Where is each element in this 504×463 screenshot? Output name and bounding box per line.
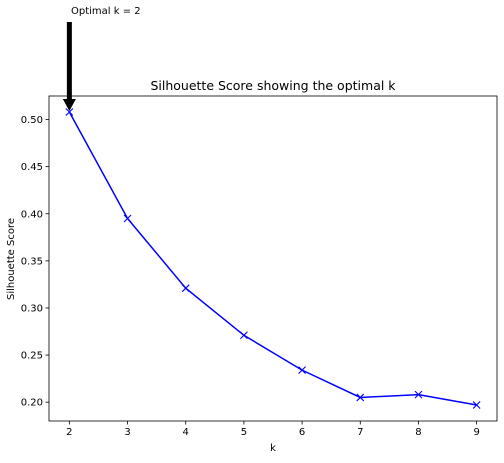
data-point-marker [240,331,248,340]
series-line [68,111,477,406]
data-point-marker [181,284,190,293]
annotation-arrow-head [62,99,76,112]
data-point-marker [65,108,74,116]
data-point-marker [472,401,481,409]
data-point-marker [356,393,365,402]
annotation-text: Optimal k = 2 [71,6,141,17]
y-tick-label: 0.25 [21,351,43,362]
x-tick-label: 3 [124,427,130,438]
y-tick-label: 0.20 [21,398,43,409]
x-tick-label: 7 [357,427,363,438]
x-tick-label: 9 [473,427,479,438]
y-tick-label: 0.45 [21,162,43,173]
x-axis-label: k [270,443,276,454]
y-tick-label: 0.35 [21,256,43,267]
x-tick-label: 2 [66,427,72,438]
x-tick-label: 5 [241,427,247,438]
y-axis-label: Silhouette Score [6,218,17,300]
y-tick-label: 0.40 [21,209,43,220]
x-tick-label: 6 [299,427,305,438]
data-point-marker [298,366,306,375]
data-point-marker [123,214,132,223]
plot-frame [48,95,498,422]
y-tick-label: 0.50 [21,115,43,126]
chart-title: Silhouette Score showing the optimal k [150,78,396,93]
y-tick-label: 0.30 [21,303,43,314]
x-tick-label: 8 [415,427,421,438]
x-tick-label: 4 [183,427,189,438]
data-point-marker [414,390,423,399]
